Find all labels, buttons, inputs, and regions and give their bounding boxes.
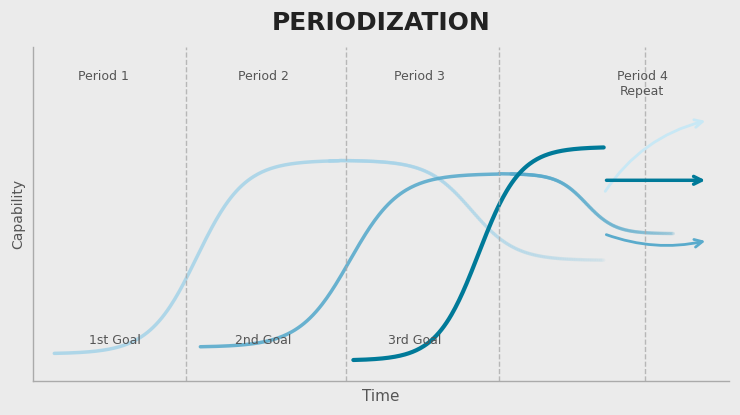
Text: 2nd Goal: 2nd Goal [235,334,292,347]
Title: PERIODIZATION: PERIODIZATION [272,11,491,35]
Y-axis label: Capability: Capability [11,178,25,249]
Text: Period 3: Period 3 [394,70,445,83]
Text: 1st Goal: 1st Goal [89,334,141,347]
Text: Period 1: Period 1 [78,70,129,83]
X-axis label: Time: Time [363,389,400,404]
Text: 3rd Goal: 3rd Goal [388,334,442,347]
Text: Period 4
Repeat: Period 4 Repeat [616,70,667,98]
Text: Period 2: Period 2 [238,70,289,83]
